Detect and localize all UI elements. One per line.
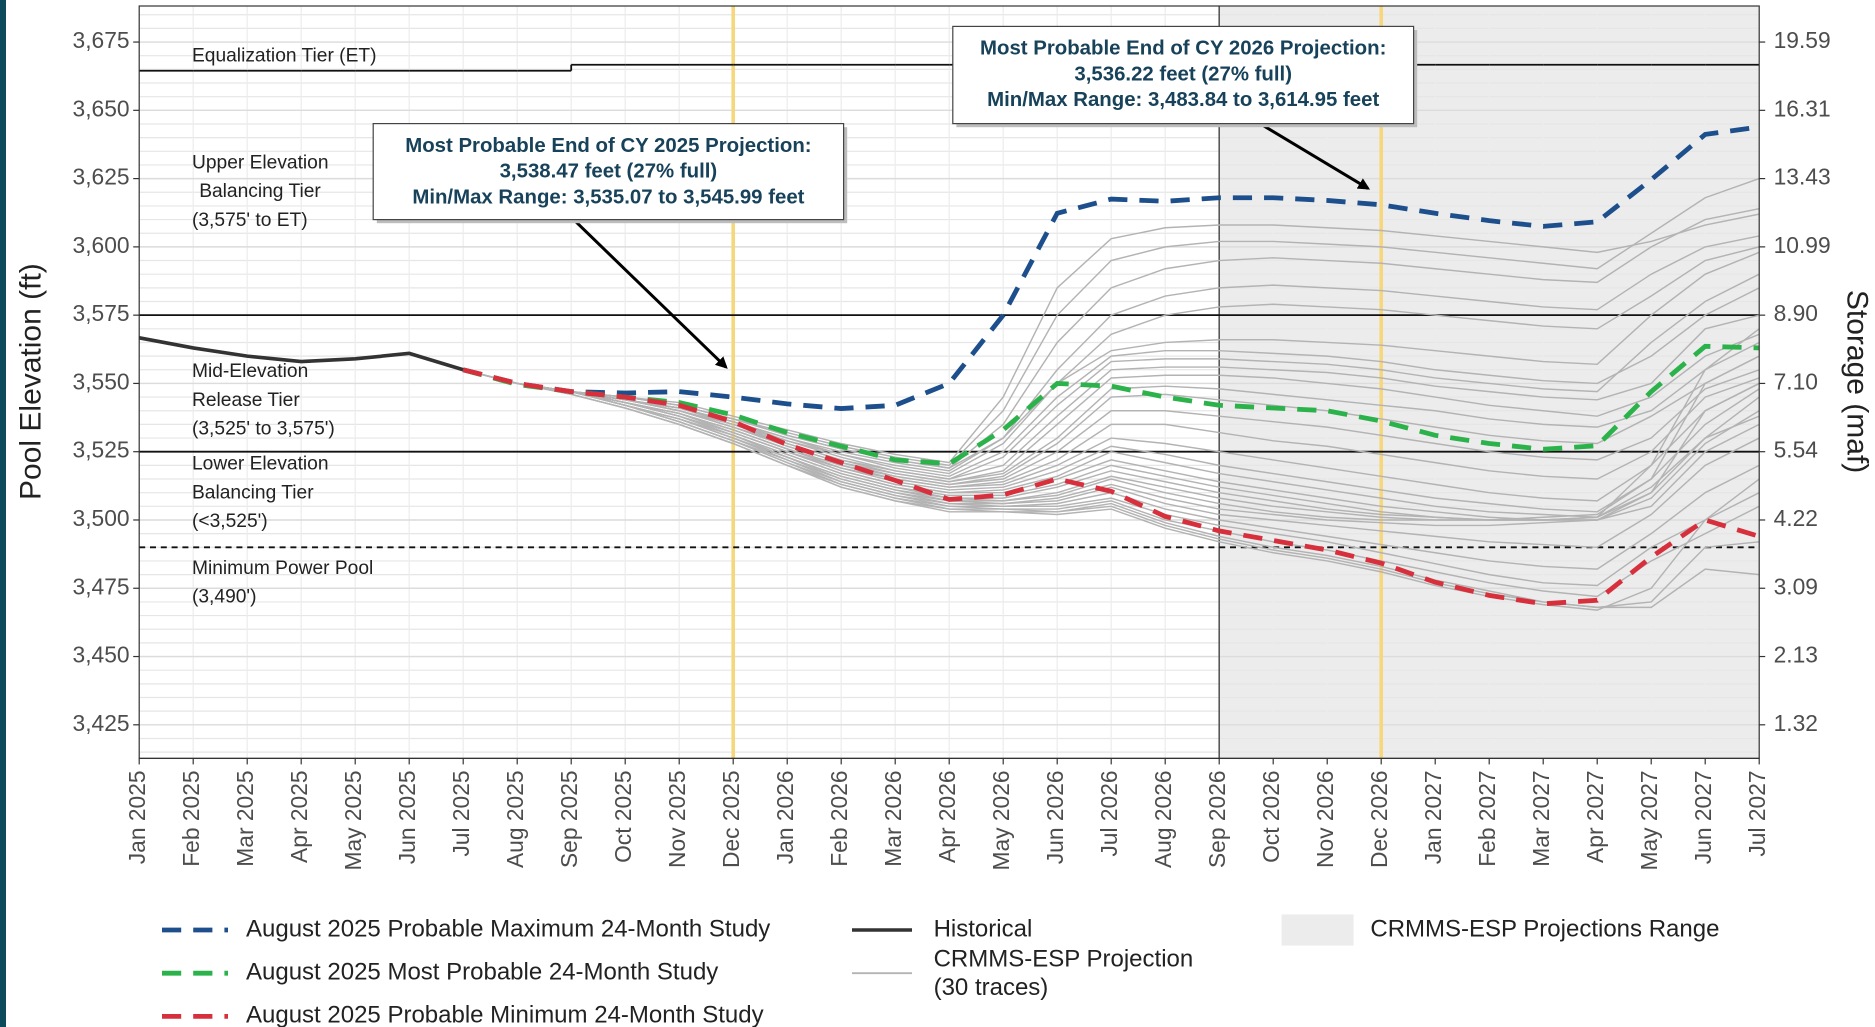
x-tick-label: Jun 2025 [394, 770, 420, 864]
x-tick-label: Apr 2026 [934, 770, 960, 863]
edge-bar [0, 0, 6, 1027]
equalization-tier-label: Equalization Tier (ET) [192, 45, 376, 66]
y2-tick-label: 4.22 [1774, 505, 1818, 531]
x-tick-label: Jun 2027 [1690, 770, 1716, 864]
series-line [462, 367, 1760, 607]
y2-tick-label: 16.31 [1774, 95, 1831, 121]
annotation-text: 3,536.22 feet (27% full) [1074, 63, 1292, 85]
y2-tick-label: 10.99 [1774, 232, 1831, 258]
legend-label: August 2025 Probable Maximum 24-Month St… [246, 915, 770, 942]
legend-label: CRMMS-ESP Projection [934, 945, 1194, 972]
x-tick-label: May 2027 [1636, 770, 1662, 870]
tier-label: Balancing Tier [199, 181, 321, 202]
trace-line [463, 273, 1760, 480]
y-tick-label: 3,475 [73, 573, 130, 599]
x-tick-label: Jul 2027 [1744, 770, 1770, 856]
tier-label: (3,525' to 3,575') [192, 419, 335, 440]
x-tick-label: Apr 2027 [1582, 770, 1608, 863]
y-tick-label: 3,575 [73, 300, 130, 326]
y2-tick-label: 5.54 [1774, 437, 1819, 463]
y-tick-label: 3,500 [73, 505, 130, 531]
x-tick-label: Feb 2027 [1474, 770, 1500, 866]
x-tick-label: Mar 2025 [232, 770, 258, 866]
y-axis-title: Pool Elevation (ft) [14, 263, 47, 500]
y-tick-label: 3,625 [73, 164, 130, 190]
y2-tick-label: 8.90 [1774, 300, 1818, 326]
tier-label: (<3,525') [192, 511, 268, 532]
trace-line [463, 355, 1760, 486]
x-tick-label: Jan 2026 [772, 770, 798, 864]
trace-line [463, 369, 1760, 549]
tier-label: Mid-Elevation [192, 361, 308, 382]
y-tick-label: 3,675 [73, 27, 130, 53]
series-line [138, 336, 464, 372]
trace-line [463, 369, 1760, 598]
x-tick-label: Aug 2026 [1150, 770, 1176, 868]
tier-label: Release Tier [192, 390, 300, 411]
x-tick-label: Aug 2025 [502, 770, 528, 868]
tier-label: Minimum Power Pool [192, 558, 373, 579]
y-tick-label: 3,600 [73, 232, 130, 258]
y2-axis-title: Storage (maf) [1840, 290, 1873, 473]
x-tick-label: Jan 2027 [1420, 770, 1446, 864]
x-tick-label: Dec 2026 [1366, 770, 1392, 868]
annotation-box [372, 123, 845, 221]
y2-tick-label: 3.09 [1774, 573, 1818, 599]
x-tick-label: Nov 2026 [1312, 770, 1338, 868]
x-tick-label: Jun 2026 [1042, 770, 1068, 864]
x-tick-label: Jan 2025 [124, 770, 150, 864]
y-tick-label: 3,550 [73, 368, 130, 394]
x-tick-label: Oct 2026 [1258, 770, 1284, 863]
x-tick-label: Apr 2025 [286, 770, 312, 863]
x-tick-label: Feb 2025 [178, 770, 204, 866]
y2-tick-label: 2.13 [1774, 642, 1818, 668]
legend-label: August 2025 Probable Minimum 24-Month St… [246, 1002, 764, 1027]
x-tick-label: Nov 2025 [664, 770, 690, 868]
x-tick-label: Sep 2025 [556, 770, 582, 868]
x-tick-label: May 2026 [988, 770, 1014, 870]
annotation-text: 3,538.47 feet (27% full) [500, 161, 718, 183]
trace-line [463, 369, 1760, 611]
annotation-arrow [1259, 122, 1371, 190]
legend-label: (30 traces) [934, 974, 1049, 1001]
y2-tick-label: 7.10 [1774, 368, 1818, 394]
tier-label: Lower Elevation [192, 453, 329, 474]
x-tick-label: Mar 2027 [1528, 770, 1554, 866]
tier-label: Balancing Tier [192, 482, 314, 503]
x-tick-label: Jul 2025 [448, 770, 474, 856]
y-tick-label: 3,450 [73, 642, 130, 668]
y-tick-label: 3,525 [73, 437, 130, 463]
tier-label: (3,575' to ET) [192, 210, 308, 231]
x-tick-label: Jul 2026 [1096, 770, 1122, 856]
y2-tick-label: 19.59 [1774, 27, 1831, 53]
x-tick-label: May 2025 [340, 770, 366, 870]
legend-label: CRMMS-ESP Projections Range [1370, 915, 1719, 942]
annotation-text: Min/Max Range: 3,483.84 to 3,614.95 feet [987, 89, 1379, 111]
plot-border [138, 5, 1760, 760]
y2-tick-label: 13.43 [1774, 164, 1831, 190]
x-tick-label: Oct 2025 [610, 770, 636, 863]
legend-label: August 2025 Most Probable 24-Month Study [246, 959, 718, 986]
y-tick-label: 3,425 [73, 710, 130, 736]
series-line [462, 343, 1760, 467]
annotation-box [952, 25, 1415, 125]
annotation-text: Most Probable End of CY 2025 Projection: [405, 135, 811, 157]
annotation-text: Min/Max Range: 3,535.07 to 3,545.99 feet [412, 186, 804, 208]
tier-label: Upper Elevation [192, 152, 329, 173]
y-tick-label: 3,650 [73, 95, 130, 121]
x-tick-label: Feb 2026 [826, 770, 852, 866]
annotation-text: Most Probable End of CY 2026 Projection: [980, 38, 1386, 60]
x-tick-label: Sep 2026 [1204, 770, 1230, 868]
tier-label: (3,490') [192, 587, 256, 608]
legend-swatch [1281, 914, 1354, 946]
y2-tick-label: 1.32 [1774, 710, 1818, 736]
annotation-arrow [572, 218, 728, 369]
x-tick-label: Mar 2026 [880, 770, 906, 866]
series-line [462, 124, 1760, 411]
legend-label: Historical [934, 915, 1033, 942]
x-tick-label: Dec 2025 [718, 770, 744, 868]
trace-line [463, 369, 1760, 513]
